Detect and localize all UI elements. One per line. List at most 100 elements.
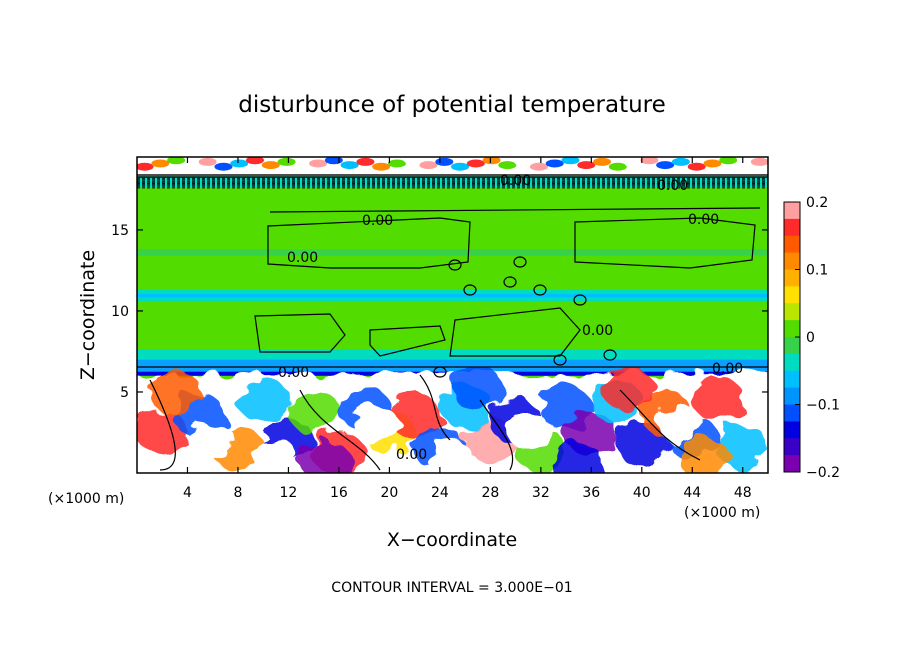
upper-cell: [167, 157, 186, 165]
contour-line: [149, 379, 176, 471]
upper-cell: [340, 161, 359, 170]
chart-title: disturbunce of potential temperature: [238, 92, 666, 118]
upper-cell: [656, 161, 675, 170]
upper-cell: [214, 162, 233, 171]
x-tick-label: 16: [330, 485, 348, 501]
colorbar-tick-label: 0.2: [806, 195, 828, 211]
colorbar-swatch: [784, 218, 800, 237]
contour-label: 0.00: [657, 178, 688, 194]
contour-line: [619, 389, 701, 461]
contour-lines: [137, 177, 768, 471]
x-axis-label: X−coordinate: [387, 529, 517, 551]
colorbar-swatch: [784, 387, 800, 405]
contour-labels: 0.00 0.00 0.00 0.00 0.00 0.00 0.00 0.00 0.00: [278, 173, 743, 463]
upper-cell: [309, 159, 328, 168]
neutral-cell: [190, 422, 235, 459]
contour-line: [574, 217, 756, 269]
turbulent-cell: [691, 376, 744, 421]
x-tick-label: 8: [233, 485, 242, 501]
x-tick-label: 24: [431, 485, 449, 501]
colorbar-swatch: [784, 337, 800, 355]
y-tick-label: 15: [111, 223, 129, 239]
upper-cell: [482, 157, 501, 165]
colorbar-swatch: [784, 320, 800, 338]
contour-line: [254, 313, 346, 353]
upper-cell: [545, 159, 564, 168]
colorbar-swatch: [784, 421, 800, 439]
colorbar-swatch: [784, 353, 800, 372]
upper-dense-contours: [137, 174, 768, 179]
upper-cell: [451, 162, 470, 171]
small-contour-loop: [503, 276, 517, 288]
contour-line: [267, 217, 471, 269]
turbulent-cell: [237, 378, 290, 423]
turbulent-cell: [148, 369, 201, 414]
x-tick-label: 4: [183, 485, 192, 501]
colorbar-swatch: [784, 269, 800, 287]
small-contour-loop: [433, 366, 447, 378]
contour-label: 0.00: [582, 323, 613, 339]
upper-cell: [419, 161, 438, 170]
field-band: [137, 349, 768, 360]
x-unit-right: (×1000 m): [684, 505, 760, 521]
contour-line: [369, 325, 446, 357]
turbulent-cell: [388, 394, 441, 439]
colorbar-swatch: [784, 303, 800, 321]
colorbar-swatch: [784, 404, 800, 422]
small-contour-loop: [553, 354, 567, 366]
plot-area: 0.00 0.00 0.00 0.00 0.00 0.00 0.00 0.00 0.00: [137, 157, 768, 473]
colorbar-tick-label: 0: [806, 330, 815, 346]
x-tick-label: 48: [734, 485, 752, 501]
field-band: [137, 249, 768, 256]
contour-label: 0.00: [278, 365, 309, 381]
colorbar-swatch: [784, 252, 800, 270]
upper-cell: [671, 157, 690, 166]
upper-cell: [182, 161, 201, 170]
upper-cell: [750, 157, 768, 166]
upper-cell: [529, 162, 548, 171]
colorbar-swatch: [784, 286, 800, 304]
small-contour-loop: [603, 349, 617, 361]
turbulent-lower-layer: [137, 366, 768, 473]
colorbar-swatch: [784, 438, 800, 456]
contour-label: 0.00: [500, 173, 531, 189]
small-contour-loop: [573, 294, 587, 306]
upper-cell: [577, 161, 596, 170]
field-band: [137, 359, 768, 373]
upper-cell: [387, 159, 406, 168]
contour-line: [479, 399, 514, 471]
turbulent-cell: [451, 366, 504, 411]
turbulent-cell: [678, 438, 731, 473]
upper-cell: [593, 157, 612, 166]
upper-cell: [261, 161, 280, 170]
colorbar-swatch: [784, 370, 800, 389]
upper-noisy-layer: [137, 157, 768, 179]
upper-cell: [687, 162, 706, 171]
contour-label: 0.00: [688, 212, 719, 228]
colorbar-swatch: [784, 455, 800, 473]
small-contour-loop: [448, 259, 462, 271]
upper-cell: [372, 162, 391, 171]
y-axis-label: Z−coordinate: [77, 250, 99, 380]
upper-cell: [735, 161, 754, 170]
upper-cell: [703, 159, 722, 168]
upper-cell: [466, 159, 485, 168]
field-band: [137, 371, 768, 376]
upper-cell: [498, 161, 517, 170]
upper-cell: [514, 157, 533, 166]
small-contour-loop: [463, 284, 477, 296]
neutral-cell: [506, 412, 551, 449]
upper-cell: [608, 162, 627, 171]
y-tick-label: 10: [111, 304, 129, 320]
turbulent-cell: [603, 368, 656, 413]
turbulent-cell: [552, 442, 605, 473]
y-tick-label: 5: [120, 385, 129, 401]
upper-cell: [403, 157, 422, 165]
x-tick-label: 12: [280, 485, 298, 501]
upper-cell: [356, 157, 375, 166]
colorbar-swatch: [784, 235, 800, 254]
x-tick-label: 28: [481, 485, 499, 501]
contour-label: 0.00: [362, 213, 393, 229]
upper-cell: [151, 159, 170, 168]
